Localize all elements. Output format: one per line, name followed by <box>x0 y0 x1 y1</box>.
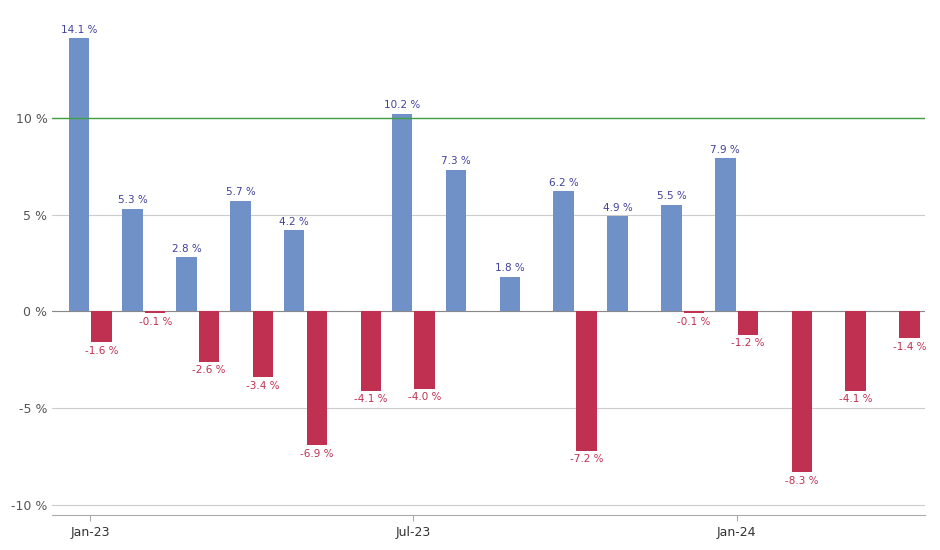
Text: -3.4 %: -3.4 % <box>246 381 280 390</box>
Bar <box>738 311 759 334</box>
Bar <box>122 208 143 311</box>
Bar <box>415 311 435 389</box>
Text: 5.7 %: 5.7 % <box>226 188 256 197</box>
Text: 7.9 %: 7.9 % <box>711 145 740 155</box>
Text: -0.1 %: -0.1 % <box>138 317 172 327</box>
Text: -4.0 %: -4.0 % <box>408 392 442 403</box>
Text: -8.3 %: -8.3 % <box>785 476 819 486</box>
Bar <box>576 311 597 451</box>
Bar <box>392 114 413 311</box>
Text: -1.4 %: -1.4 % <box>893 342 926 352</box>
Text: -4.1 %: -4.1 % <box>838 394 872 404</box>
Bar <box>91 311 112 342</box>
Text: 1.8 %: 1.8 % <box>494 263 525 273</box>
Bar <box>145 311 165 313</box>
Bar <box>306 311 327 445</box>
Bar <box>230 201 251 311</box>
Text: 4.9 %: 4.9 % <box>603 203 633 213</box>
Bar <box>253 311 274 377</box>
Bar <box>900 311 920 338</box>
Text: -1.2 %: -1.2 % <box>731 338 764 348</box>
Text: -0.1 %: -0.1 % <box>678 317 711 327</box>
Text: 10.2 %: 10.2 % <box>384 100 420 111</box>
Bar <box>661 205 682 311</box>
Text: -7.2 %: -7.2 % <box>570 454 603 464</box>
Bar <box>791 311 812 472</box>
Text: 5.5 %: 5.5 % <box>656 191 686 201</box>
Text: 6.2 %: 6.2 % <box>549 178 578 188</box>
Text: 4.2 %: 4.2 % <box>279 217 309 227</box>
Text: 2.8 %: 2.8 % <box>172 244 201 254</box>
Bar <box>683 311 704 313</box>
Text: 5.3 %: 5.3 % <box>118 195 148 205</box>
Bar <box>199 311 219 362</box>
Bar <box>177 257 196 311</box>
Text: -4.1 %: -4.1 % <box>354 394 387 404</box>
Text: 7.3 %: 7.3 % <box>441 156 471 167</box>
Text: -6.9 %: -6.9 % <box>300 449 334 459</box>
Text: -1.6 %: -1.6 % <box>85 346 118 356</box>
Bar <box>499 277 520 311</box>
Bar <box>715 158 735 311</box>
Bar <box>607 217 628 311</box>
Bar <box>845 311 866 391</box>
Bar <box>554 191 574 311</box>
Bar <box>284 230 305 311</box>
Bar <box>69 39 89 311</box>
Bar <box>446 170 466 311</box>
Bar <box>361 311 381 391</box>
Text: 14.1 %: 14.1 % <box>60 25 97 35</box>
Text: -2.6 %: -2.6 % <box>193 365 226 375</box>
